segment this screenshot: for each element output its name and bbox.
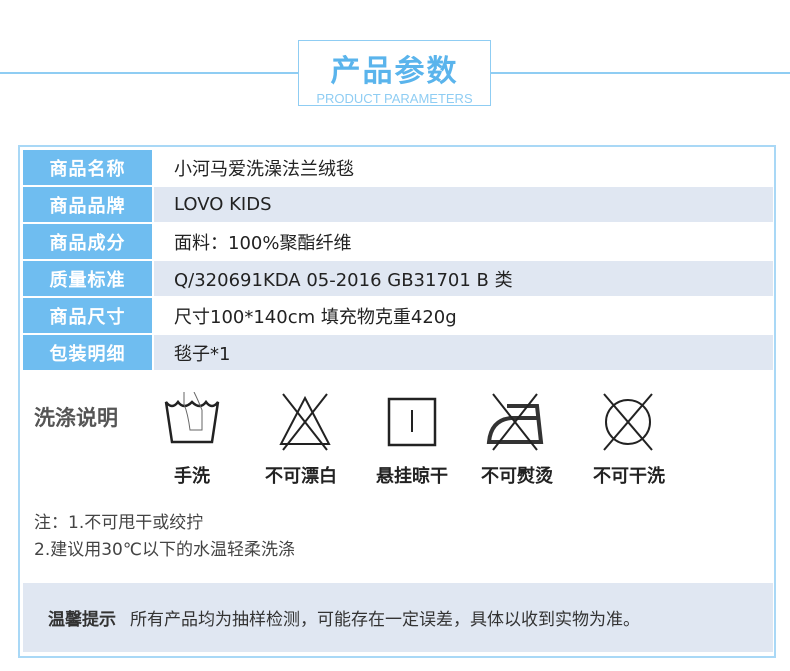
care-notes: 注：1.不可甩干或绞拧 2.建议用30℃以下的水温轻柔洗涤 bbox=[34, 510, 295, 564]
param-value: 毯子*1 bbox=[154, 335, 773, 370]
tip-text: 所有产品均为抽样检测，可能存在一定误差，具体以收到实物为准。 bbox=[130, 610, 640, 630]
page-subtitle: PRODUCT PARAMETERS bbox=[316, 91, 473, 106]
param-label: 商品尺寸 bbox=[23, 298, 152, 333]
param-value: 尺寸100*140cm 填充物克重420g bbox=[174, 306, 457, 328]
section-header: 产品参数 PRODUCT PARAMETERS bbox=[298, 40, 491, 106]
param-value: LOVO KIDS bbox=[154, 187, 773, 222]
param-value: Q/320691KDA 05-2016 GB31701 B 类 bbox=[154, 261, 773, 296]
no-bleach-icon bbox=[279, 393, 331, 451]
wash-label: 手洗 bbox=[174, 466, 210, 487]
wash-label: 不可熨烫 bbox=[481, 466, 553, 487]
wash-title: 洗涤说明 bbox=[34, 406, 118, 430]
wash-label: 不可干洗 bbox=[593, 466, 665, 487]
page-title: 产品参数 bbox=[330, 54, 459, 89]
param-row: 包装明细 毯子*1 bbox=[23, 335, 773, 370]
header-line-left bbox=[0, 72, 298, 74]
param-row: 商品名称 小河马爱洗澡法兰绒毯 bbox=[23, 150, 773, 185]
line-dry-icon bbox=[387, 397, 437, 447]
wash-label: 不可漂白 bbox=[265, 466, 337, 487]
param-label: 商品品牌 bbox=[23, 187, 152, 222]
tip-label: 温馨提示 bbox=[48, 610, 116, 630]
hand-wash-icon bbox=[164, 392, 220, 444]
tip-banner: 温馨提示 所有产品均为抽样检测，可能存在一定误差，具体以收到实物为准。 bbox=[23, 583, 773, 652]
param-row: 商品成分 面料：100%聚酯纤维 bbox=[23, 224, 773, 259]
param-label: 包装明细 bbox=[23, 335, 152, 370]
param-label: 商品名称 bbox=[23, 150, 152, 185]
param-label: 商品成分 bbox=[23, 224, 152, 259]
note-line: 注：1.不可甩干或绞拧 bbox=[34, 513, 204, 533]
no-iron-icon bbox=[486, 393, 544, 451]
param-value: 面料：100%聚酯纤维 bbox=[174, 232, 352, 254]
params-panel: 商品名称 小河马爱洗澡法兰绒毯 商品品牌 LOVO KIDS 商品成分 面料：100%… bbox=[18, 145, 776, 658]
param-row: 商品品牌 LOVO KIDS bbox=[23, 187, 773, 222]
param-row: 质量标准 Q/320691KDA 05-2016 GB31701 B 类 bbox=[23, 261, 773, 296]
param-row: 商品尺寸 尺寸100*140cm 填充物克重420g bbox=[23, 298, 773, 333]
wash-label: 悬挂晾干 bbox=[376, 466, 448, 487]
note-line: 2.建议用30℃以下的水温轻柔洗涤 bbox=[34, 540, 295, 560]
param-label: 质量标准 bbox=[23, 261, 152, 296]
param-value: 小河马爱洗澡法兰绒毯 bbox=[174, 158, 354, 180]
header-line-right bbox=[491, 72, 790, 74]
no-dry-clean-icon bbox=[603, 393, 653, 451]
